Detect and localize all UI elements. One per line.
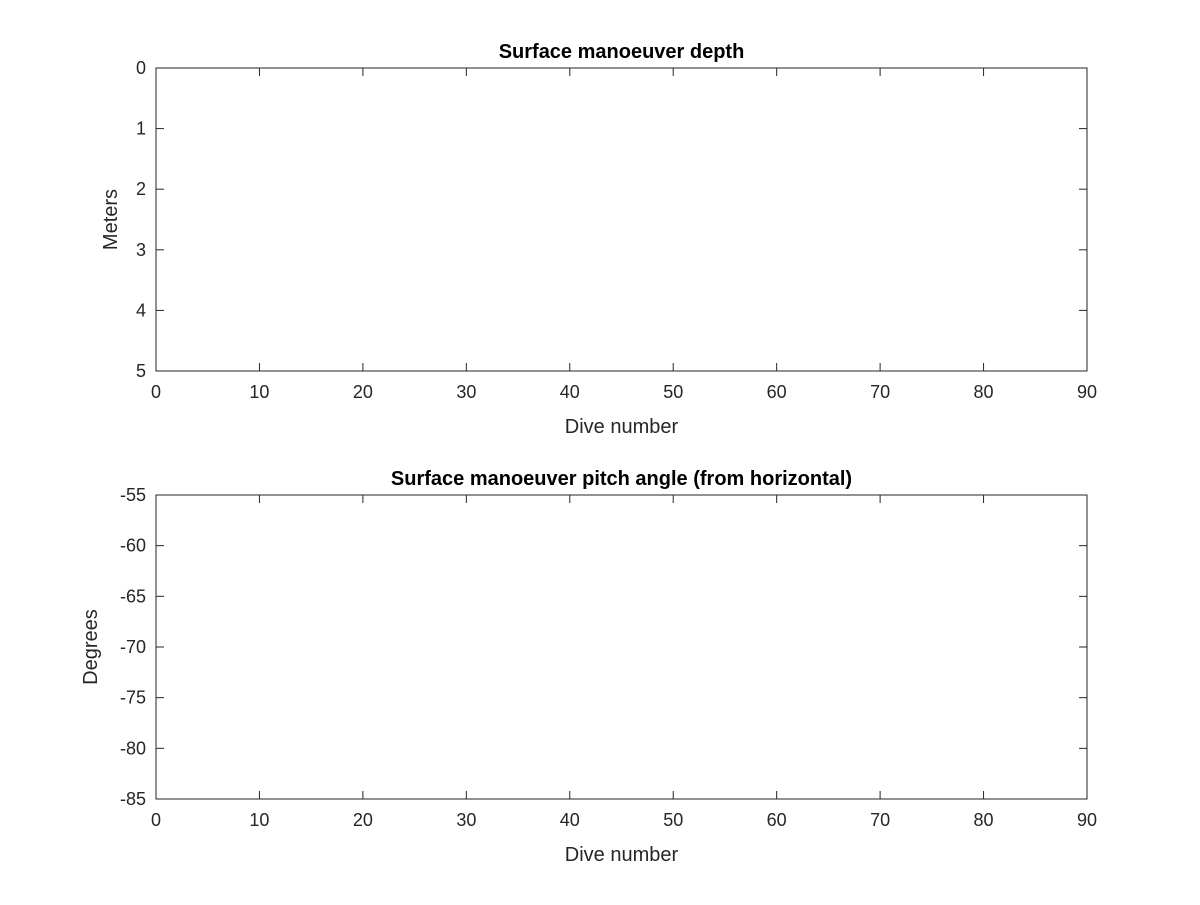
chart-2-x-tick-label: 70 bbox=[870, 810, 890, 830]
chart-1-y-tick-label: 1 bbox=[136, 119, 146, 139]
chart-2-x-tick-label: 30 bbox=[456, 810, 476, 830]
chart-2-x-tick-label: 90 bbox=[1077, 810, 1097, 830]
chart-1-x-tick-label: 80 bbox=[974, 382, 994, 402]
chart-2-x-tick-label: 10 bbox=[249, 810, 269, 830]
chart-2-title: Surface manoeuver pitch angle (from hori… bbox=[391, 468, 852, 490]
chart-1-x-tick-label: 10 bbox=[249, 382, 269, 402]
chart-1-x-tick-label: 20 bbox=[353, 382, 373, 402]
chart-2-y-tick-label: -80 bbox=[120, 738, 146, 758]
chart-1-x-tick-label: 40 bbox=[560, 382, 580, 402]
chart-2-x-tick-label: 60 bbox=[767, 810, 787, 830]
chart-2-x-tick-label: 20 bbox=[353, 810, 373, 830]
chart-2-x-tick-label: 50 bbox=[663, 810, 683, 830]
chart-1-y-tick-label: 3 bbox=[136, 240, 146, 260]
chart-1-x-tick-label: 0 bbox=[151, 382, 161, 402]
chart-2-y-tick-label: -70 bbox=[120, 637, 146, 657]
chart-1-y-tick-label: 0 bbox=[136, 58, 146, 78]
chart-2-y-tick-label: -85 bbox=[120, 789, 146, 809]
chart-1-x-tick-label: 60 bbox=[767, 382, 787, 402]
chart-2-x-axis-label: Dive number bbox=[565, 844, 679, 866]
chart-1-y-tick-label: 4 bbox=[136, 300, 146, 320]
chart-1-panel: 0 10 20 30 40 50 60 70 80 90 0 1 2 3 4 5 Surface manoeuv… bbox=[100, 41, 1097, 438]
chart-1-y-axis-label: Meters bbox=[100, 189, 122, 250]
chart-2-y-tick-label: -75 bbox=[120, 688, 146, 708]
chart-1-y-tick-label: 5 bbox=[136, 361, 146, 381]
chart-2-x-tick-label: 80 bbox=[974, 810, 994, 830]
chart-2-x-tick-label: 40 bbox=[560, 810, 580, 830]
chart-2-panel: 0 10 20 30 40 50 60 70 80 90 -55 -60 -65 -70 -75 -80 -85… bbox=[80, 468, 1097, 866]
chart-2-y-axis-label: Degrees bbox=[80, 609, 102, 685]
chart-1-x-axis-label: Dive number bbox=[565, 416, 679, 438]
chart-2-y-tick-label: -65 bbox=[120, 586, 146, 606]
chart-2-y-tick-label: -55 bbox=[120, 485, 146, 505]
chart-1-x-tick-label: 90 bbox=[1077, 382, 1097, 402]
chart-1-title: Surface manoeuver depth bbox=[499, 41, 745, 63]
chart-2-y-tick-label: -60 bbox=[120, 536, 146, 556]
chart-1-x-tick-label: 50 bbox=[663, 382, 683, 402]
chart-2-axes-frame bbox=[155, 494, 1088, 800]
chart-1-y-tick-label: 2 bbox=[136, 179, 146, 199]
chart-2-x-tick-label: 0 bbox=[151, 810, 161, 830]
chart-1-x-tick-label: 30 bbox=[456, 382, 476, 402]
chart-1-axes-frame bbox=[155, 67, 1088, 372]
chart-1-x-tick-label: 70 bbox=[870, 382, 890, 402]
